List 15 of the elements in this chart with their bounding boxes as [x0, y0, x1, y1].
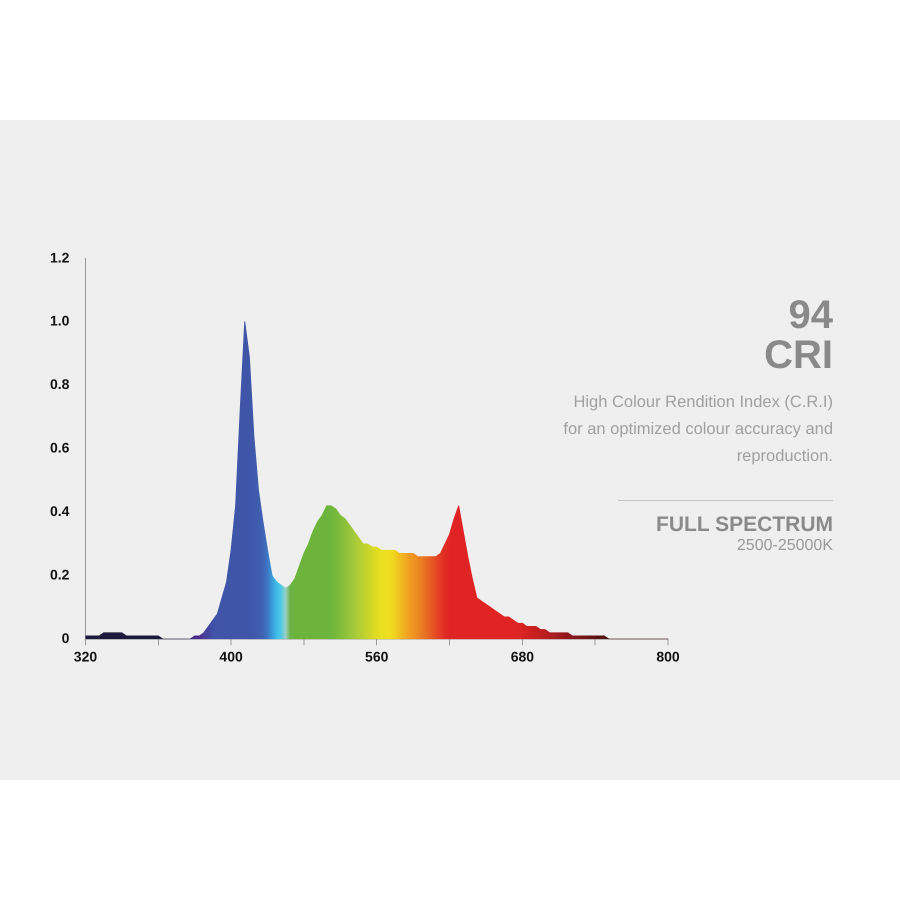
y-tick-label: 1.2	[50, 249, 70, 266]
x-tick-label: 400	[219, 648, 243, 664]
x-tick-label: 680	[510, 648, 534, 664]
x-tick-label: 800	[656, 648, 680, 664]
annotation: High Colour Rendition Index (C.R.I) for an optimized colour accuracy and reproduction.	[562, 392, 833, 467]
x-tick-label: 560	[365, 648, 389, 664]
x-tick-label: 320	[74, 648, 98, 664]
y-tick-label: 0.6	[50, 440, 70, 456]
y-tick-label: 0.4	[50, 503, 70, 520]
annotation: FULL SPECTRUM	[655, 513, 833, 537]
y-tick-label: 1.0	[50, 312, 70, 329]
y-tick-label: 0	[62, 630, 70, 646]
y-tick-label: 0.8	[50, 376, 70, 392]
text: 2500-25000K	[736, 537, 833, 555]
y-tick-label: 0.2	[50, 566, 70, 583]
